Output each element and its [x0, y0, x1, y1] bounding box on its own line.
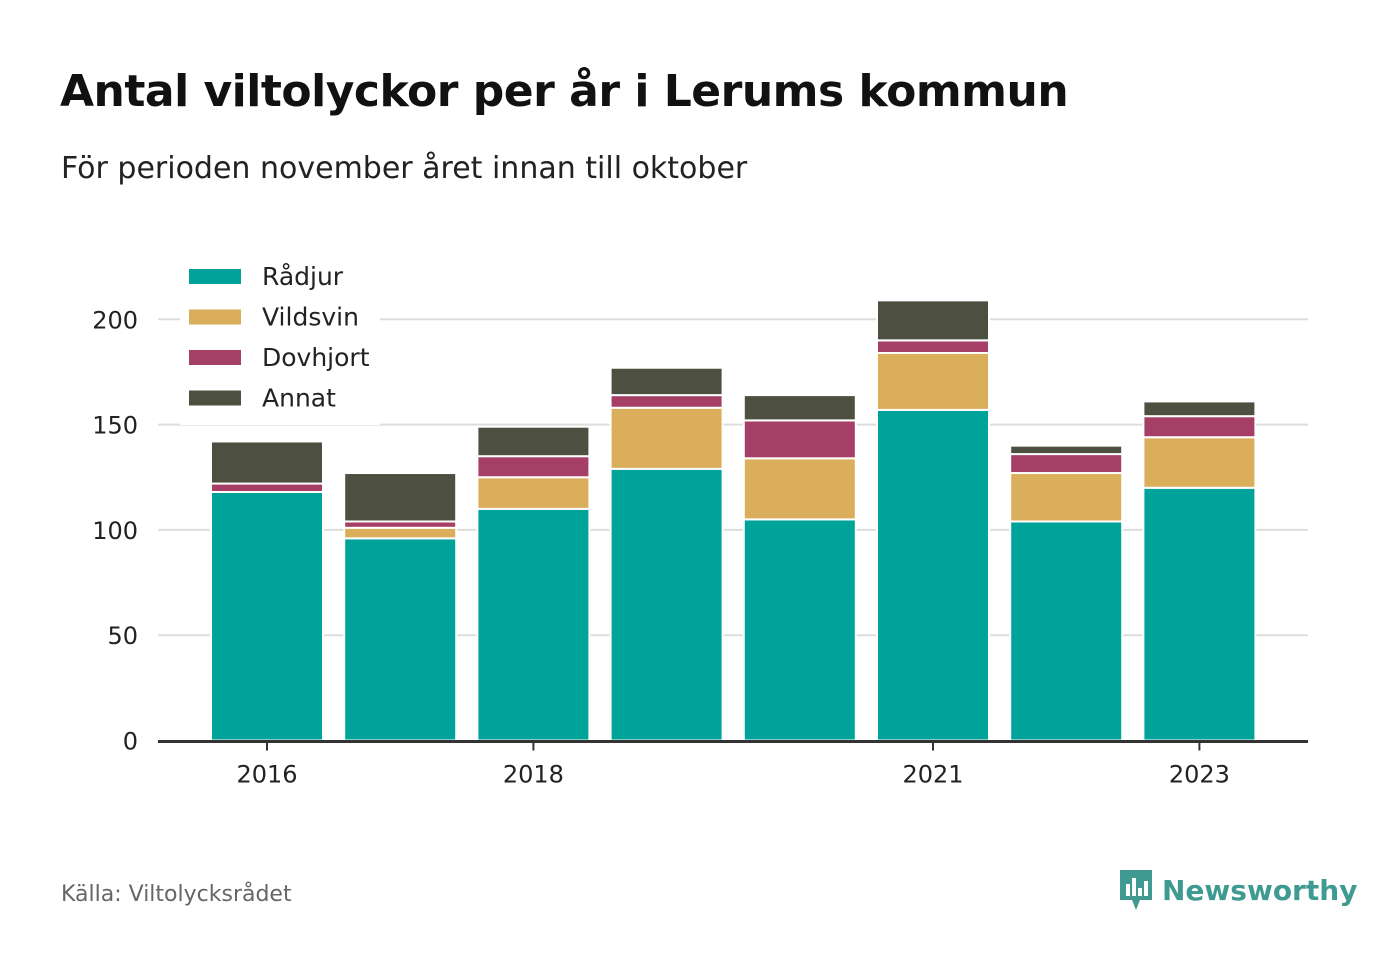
bar-2022-annat — [1009, 444, 1124, 456]
bar-2017-rådjur — [343, 537, 458, 742]
bar-2019-rådjur — [609, 467, 724, 742]
bar-2023-annat — [1142, 400, 1257, 418]
source-note: Källa: Viltolycksrådet — [61, 882, 292, 907]
bar-2021-vildsvin — [876, 351, 990, 411]
legend-label-vildsvin: Vildsvin — [262, 303, 359, 332]
legend-swatch-vildsvin — [189, 309, 241, 325]
bar-2018-dovhjort — [476, 455, 591, 479]
bar-2019-vildsvin — [609, 406, 724, 470]
y-tick-label-150: 150 — [92, 412, 138, 440]
y-tick-label-0: 0 — [123, 728, 138, 756]
bar-2023-rådjur — [1142, 486, 1257, 742]
bar-2022-rådjur — [1009, 520, 1124, 742]
bar-2019-annat — [609, 366, 724, 397]
bar-2019-dovhjort — [609, 394, 724, 409]
bar-2022-dovhjort — [1009, 453, 1124, 475]
bar-2016-annat — [210, 440, 324, 485]
bar-2017-vildsvin — [343, 526, 458, 540]
bar-2018-annat — [476, 425, 591, 458]
legend-label-annat: Annat — [262, 384, 336, 413]
bar-2016-rådjur — [210, 490, 324, 742]
y-tick-label-100: 100 — [92, 517, 138, 545]
x-tick-label-2023: 2023 — [1169, 761, 1230, 789]
bar-2018-vildsvin — [476, 476, 591, 510]
bar-2023-vildsvin — [1142, 436, 1257, 489]
legend-swatch-annat — [189, 390, 241, 406]
bar-2022-vildsvin — [1009, 472, 1124, 523]
bar-2020-rådjur — [742, 518, 857, 742]
bar-2020-dovhjort — [742, 419, 857, 460]
bar-2023-dovhjort — [1142, 415, 1257, 439]
bar-2017-annat — [343, 472, 458, 523]
bar-2021-annat — [876, 299, 990, 342]
brand-logo: Newsworthy — [1118, 868, 1357, 912]
bar-2020-annat — [742, 394, 857, 422]
chart-subtitle: För perioden november året innan till ok… — [61, 151, 748, 186]
bar-2021-rådjur — [876, 408, 990, 742]
bar-2020-vildsvin — [742, 457, 857, 521]
legend-label-rådjur: Rådjur — [262, 262, 344, 291]
bar-2018-rådjur — [476, 507, 591, 742]
chart-title: Antal viltolyckor per år i Lerums kommun — [60, 66, 1069, 117]
bar-2021-dovhjort — [876, 339, 990, 354]
x-tick-label-2016: 2016 — [236, 761, 297, 789]
y-tick-label-50: 50 — [107, 622, 138, 650]
legend-swatch-dovhjort — [189, 350, 241, 365]
x-tick-label-2018: 2018 — [503, 761, 564, 789]
x-tick-label-2021: 2021 — [902, 761, 963, 789]
legend-label-dovhjort: Dovhjort — [262, 343, 370, 372]
brand-name: Newsworthy — [1162, 873, 1358, 907]
newsworthy-icon — [1120, 870, 1152, 910]
bar-2016-dovhjort — [210, 482, 324, 493]
legend-swatch-rådjur — [189, 269, 241, 284]
y-tick-label-200: 200 — [92, 306, 138, 334]
